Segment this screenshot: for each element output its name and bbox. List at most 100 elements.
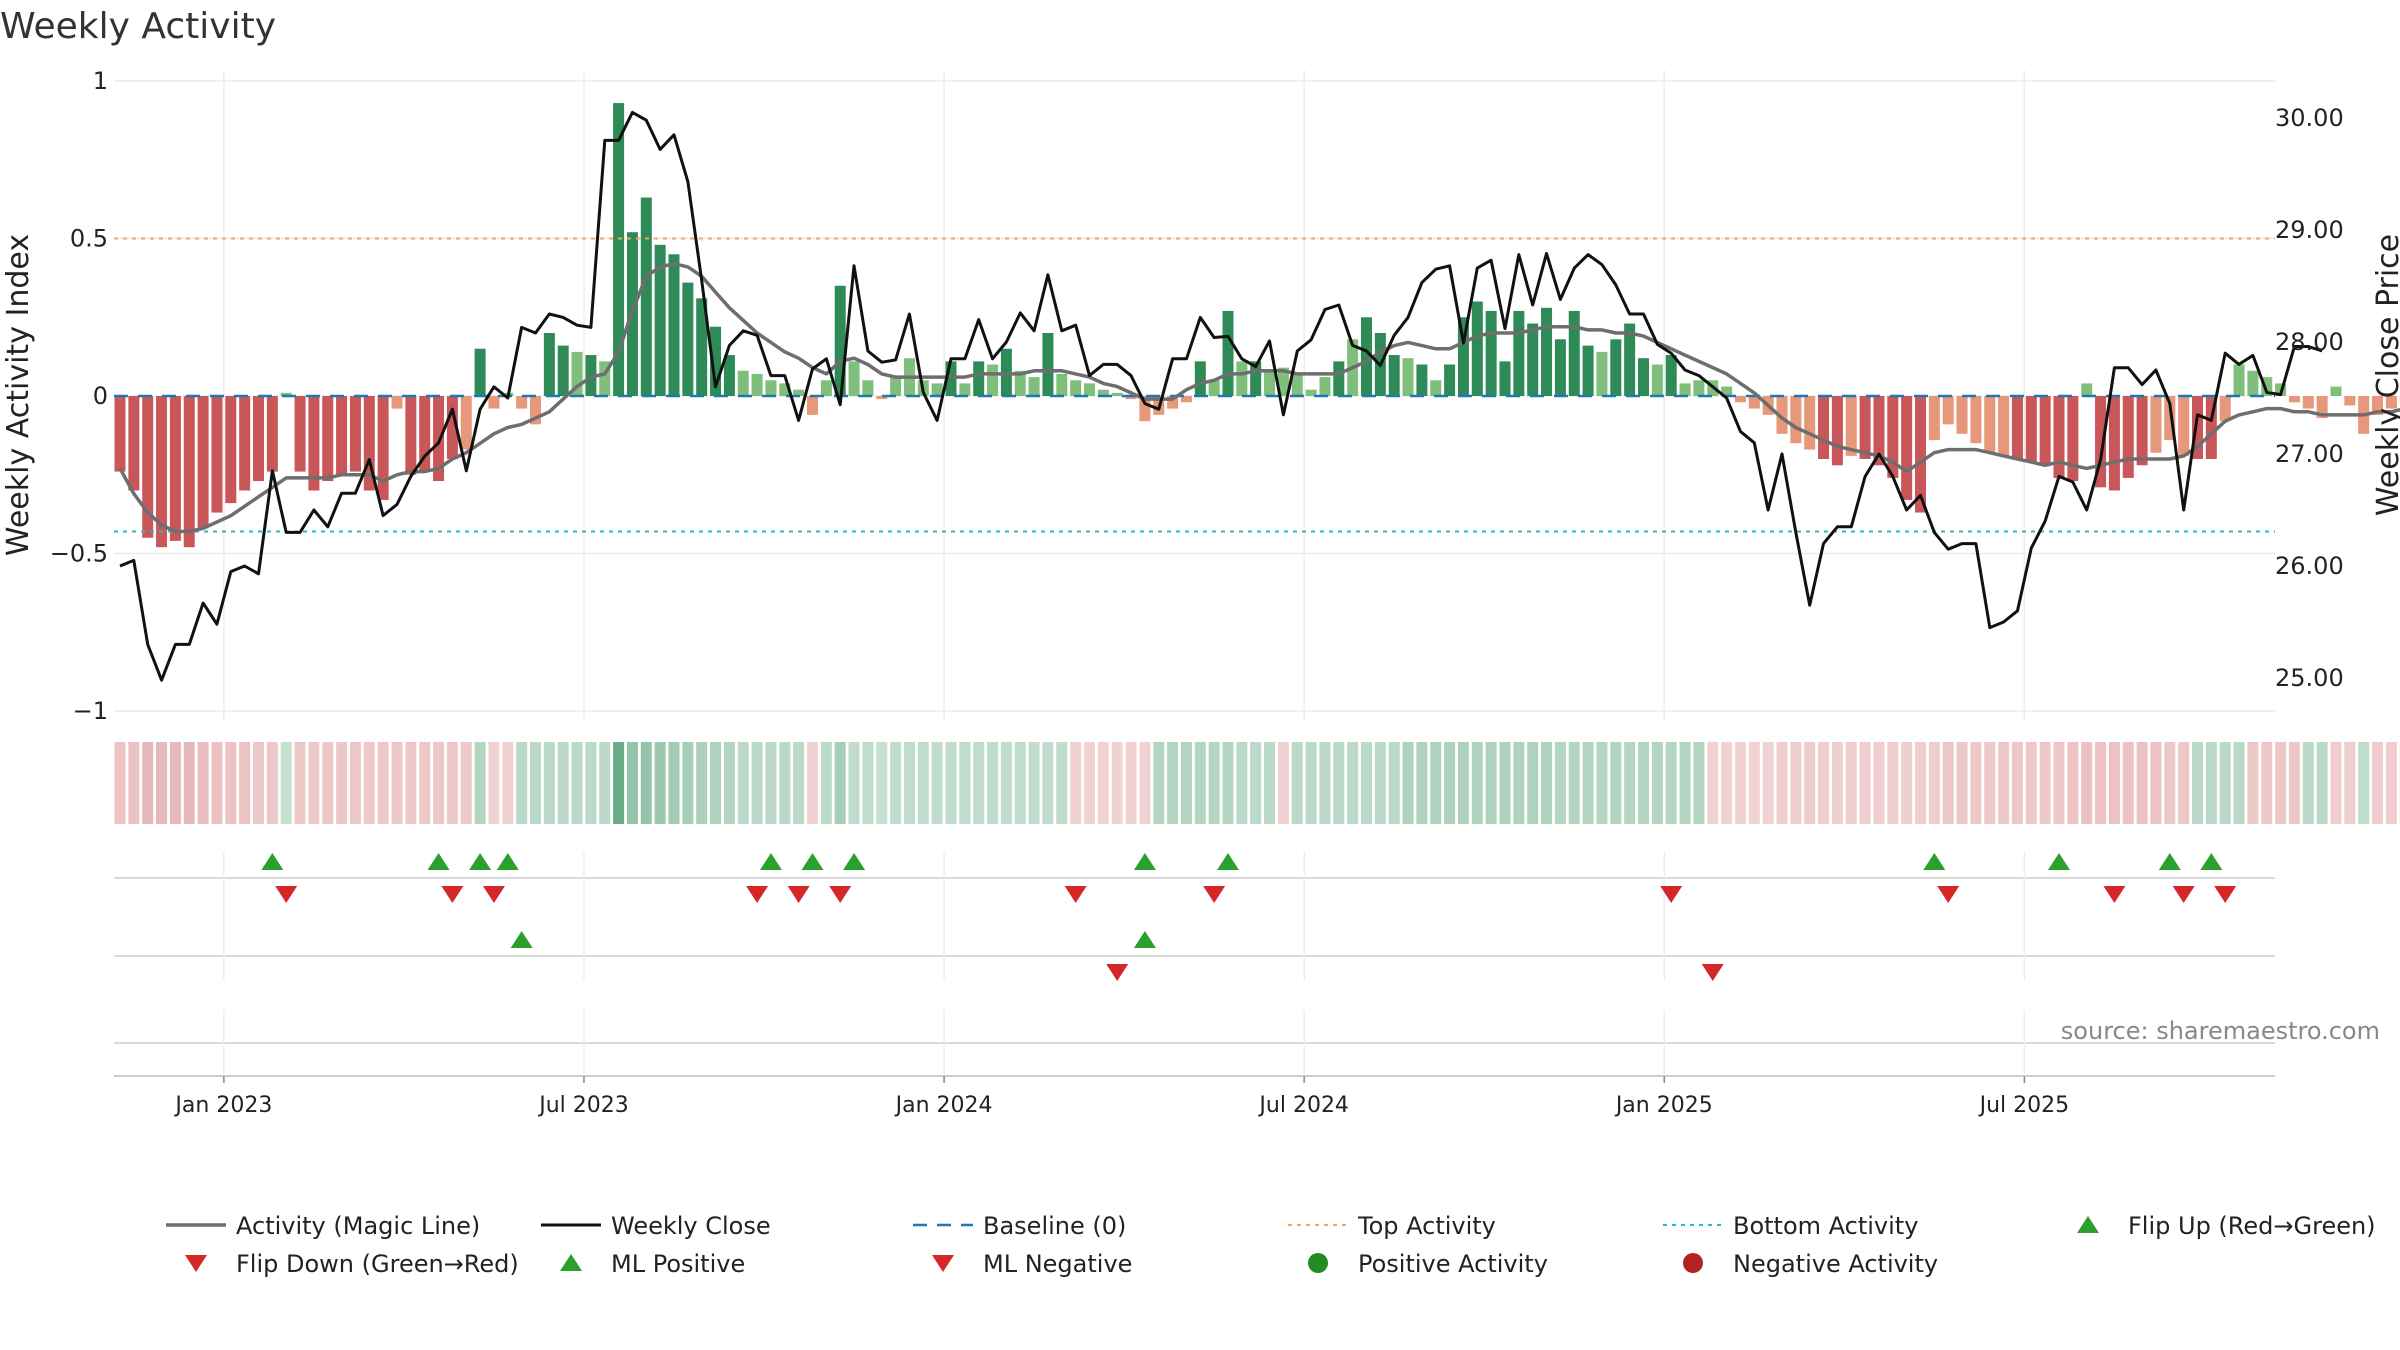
y-tick-label-4: −1 xyxy=(73,697,108,725)
legend-label-5: Flip Up (Red→Green) xyxy=(2128,1212,2376,1240)
activity-bar-30 xyxy=(530,396,541,425)
activity-bar-92 xyxy=(1388,355,1400,396)
activity-bar-121 xyxy=(1790,396,1802,444)
heat-strip-cell-40 xyxy=(668,742,680,824)
activity-bar-14 xyxy=(308,396,320,491)
heat-strip-cell-21 xyxy=(405,742,417,824)
heat-strip-cell-137 xyxy=(2011,742,2023,824)
activity-bar-152 xyxy=(2219,396,2231,422)
activity-bar-0 xyxy=(114,396,126,472)
heat-strip-cell-120 xyxy=(1776,742,1788,824)
activity-bar-101 xyxy=(1513,310,1525,396)
activity-bar-16 xyxy=(336,396,348,475)
heat-strip-cell-144 xyxy=(2108,742,2120,824)
heat-strip-cell-84 xyxy=(1277,742,1289,824)
heat-strip-cell-87 xyxy=(1319,742,1331,824)
activity-bar-83 xyxy=(1264,370,1276,396)
heat-strip-cell-64 xyxy=(1000,742,1012,824)
y-tick-label-3: −0.5 xyxy=(50,540,108,568)
flip-down-marker-9 xyxy=(1937,886,1960,903)
heat-strip-cell-86 xyxy=(1305,742,1317,824)
x-axis-ticks: Jan 2023 Jul 2023 Jan 2024 Jul 2024 Jan 2025… xyxy=(173,1076,2069,1118)
legend-label-8: ML Negative xyxy=(983,1250,1132,1278)
heat-strip-cell-154 xyxy=(2247,742,2259,824)
heat-strip-cell-121 xyxy=(1790,742,1802,824)
heat-strip-cell-150 xyxy=(2192,742,2203,824)
heat-strip-cell-143 xyxy=(2095,742,2107,824)
heat-strip-cell-30 xyxy=(530,742,541,824)
activity-bar-123 xyxy=(1818,396,1830,459)
y-tick-label-1: 0.5 xyxy=(70,225,108,253)
heat-strip-cell-136 xyxy=(1998,742,2010,824)
activity-bar-33 xyxy=(571,351,583,396)
activity-bar-106 xyxy=(1582,345,1594,396)
heat-strip-cell-56 xyxy=(890,742,902,824)
heat-strip-cell-23 xyxy=(433,742,445,824)
activity-bar-137 xyxy=(2011,396,2023,459)
activity-bar-154 xyxy=(2247,370,2259,396)
flip-up-marker-1 xyxy=(427,853,450,870)
legend: Activity (Magic Line) Weekly Close Baselin… xyxy=(166,1212,2376,1278)
activity-bar-69 xyxy=(1070,380,1082,396)
activity-bar-108 xyxy=(1610,339,1622,396)
signal-markers xyxy=(114,852,2275,1077)
heat-strip-cell-105 xyxy=(1568,742,1580,824)
flip-down-marker-2 xyxy=(482,886,505,903)
activity-bar-59 xyxy=(931,383,943,396)
activity-bar-19 xyxy=(377,396,389,500)
activity-bar-74 xyxy=(1139,396,1151,422)
heat-strip-cell-14 xyxy=(308,742,320,824)
heat-strip-cell-8 xyxy=(225,742,237,824)
activity-bar-140 xyxy=(2053,396,2065,478)
activity-bar-109 xyxy=(1624,323,1636,396)
activity-bar-2 xyxy=(142,396,154,538)
heat-strip-cell-55 xyxy=(876,742,888,824)
heat-strip-cell-6 xyxy=(197,742,209,824)
heat-strip-cell-128 xyxy=(1887,742,1899,824)
activity-bar-84 xyxy=(1277,367,1289,396)
activity-bar-120 xyxy=(1776,396,1788,434)
heat-strip-cell-46 xyxy=(751,742,763,824)
flip-up-marker-7 xyxy=(1133,853,1156,870)
heat-strip-cell-70 xyxy=(1084,742,1095,824)
activity-bar-12 xyxy=(280,392,292,396)
heat-strip-cell-134 xyxy=(1970,742,1982,824)
reference-lines xyxy=(114,237,2275,533)
legend-label-6: Flip Down (Green→Red) xyxy=(236,1250,519,1278)
activity-bar-45 xyxy=(737,370,749,396)
magic-line xyxy=(118,261,2400,534)
activity-bar-113 xyxy=(1679,383,1691,396)
activity-bar-4 xyxy=(169,396,181,541)
heat-strip-cell-15 xyxy=(322,742,334,824)
activity-bar-3 xyxy=(156,396,168,548)
activity-bar-27 xyxy=(488,396,500,409)
activity-bar-136 xyxy=(1998,396,2010,456)
activity-bar-46 xyxy=(751,373,763,396)
activity-bar-141 xyxy=(2067,396,2079,482)
heat-strip-cell-142 xyxy=(2081,742,2093,824)
heat-strip-cell-25 xyxy=(460,742,472,824)
heat-strip-cell-44 xyxy=(723,742,735,824)
heat-strip-cell-9 xyxy=(239,742,251,824)
activity-bar-44 xyxy=(723,355,735,396)
heat-strip-cell-68 xyxy=(1056,742,1068,824)
source-credit: source: sharemaestro.com xyxy=(2061,1017,2380,1045)
activity-bar-10 xyxy=(253,396,264,482)
activity-bar-70 xyxy=(1084,383,1095,396)
ml-positive-marker-0 xyxy=(510,931,533,948)
legend-symbol-8 xyxy=(932,1255,954,1272)
heat-strip-cell-19 xyxy=(377,742,389,824)
heat-strip-cell-106 xyxy=(1582,742,1594,824)
heat-strip-cell-20 xyxy=(391,742,403,824)
heat-strip-cell-74 xyxy=(1139,742,1151,824)
heat-strip-cell-27 xyxy=(488,742,500,824)
activity-bar-18 xyxy=(363,396,375,491)
activity-bar-20 xyxy=(391,396,403,409)
activity-bar-97 xyxy=(1457,317,1469,396)
heat-strip-cell-130 xyxy=(1915,742,1926,824)
activity-bar-68 xyxy=(1056,373,1068,396)
flip-down-marker-0 xyxy=(275,886,298,903)
activity-bar-148 xyxy=(2164,396,2176,441)
heat-strip-cell-139 xyxy=(2039,742,2051,824)
activity-bar-155 xyxy=(2261,377,2273,396)
